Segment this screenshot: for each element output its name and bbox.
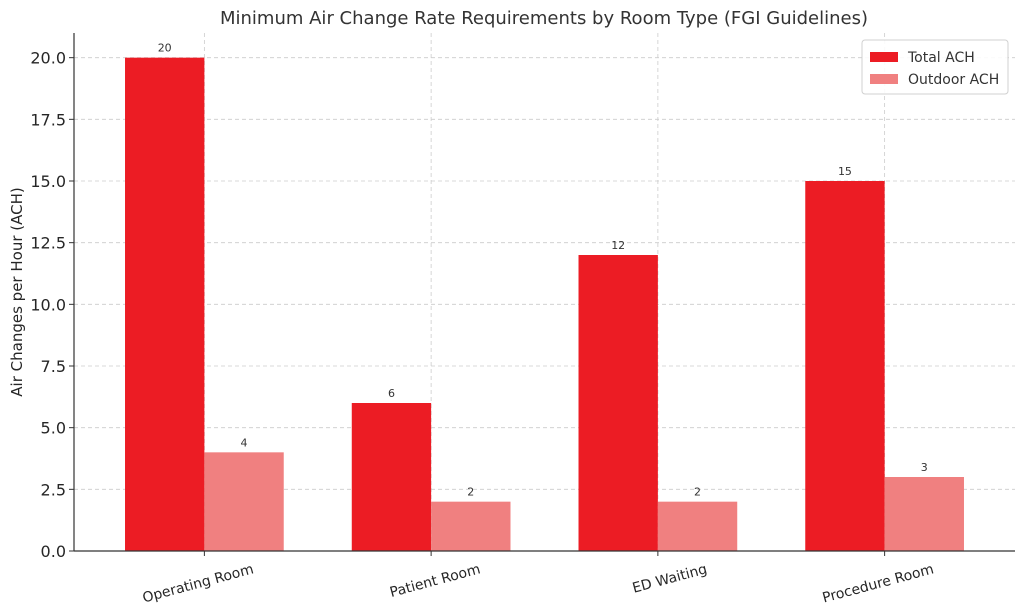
legend-swatch-outdoor bbox=[870, 74, 898, 84]
y-tick-label: 0.0 bbox=[41, 542, 66, 561]
bar-total-3 bbox=[805, 181, 885, 551]
y-tick-label: 2.5 bbox=[41, 480, 66, 499]
bars bbox=[125, 57, 964, 552]
data-label: 12 bbox=[611, 239, 625, 252]
bar-outdoor-0 bbox=[204, 452, 284, 551]
bar-outdoor-2 bbox=[657, 501, 738, 551]
data-label: 4 bbox=[241, 436, 248, 449]
y-tick-label: 7.5 bbox=[41, 357, 66, 376]
x-tick-label: ED Waiting bbox=[631, 561, 709, 596]
y-axis-title: Air Changes per Hour (ACH) bbox=[8, 187, 26, 396]
x-tick-label: Operating Room bbox=[141, 561, 256, 606]
y-tick-label: 20.0 bbox=[30, 49, 66, 68]
y-tick-label: 12.5 bbox=[30, 234, 66, 253]
data-label: 2 bbox=[467, 486, 474, 499]
chart-title: Minimum Air Change Rate Requirements by … bbox=[220, 8, 868, 29]
legend: Total ACH Outdoor ACH bbox=[861, 39, 1009, 95]
bar-total-1 bbox=[351, 403, 432, 551]
y-tick-label: 5.0 bbox=[41, 419, 66, 438]
x-tick-label: Patient Room bbox=[388, 561, 482, 601]
data-label: 2 bbox=[694, 486, 701, 499]
y-tick-label: 10.0 bbox=[30, 295, 66, 314]
legend-label-total: Total ACH bbox=[907, 50, 975, 66]
bar-total-2 bbox=[578, 255, 658, 551]
data-label: 6 bbox=[388, 387, 395, 400]
y-tick-label: 15.0 bbox=[30, 172, 66, 191]
data-label: 3 bbox=[921, 461, 928, 474]
data-label: 20 bbox=[158, 42, 172, 55]
y-tick-label: 17.5 bbox=[30, 110, 66, 129]
x-tick-label: Procedure Room bbox=[821, 561, 936, 606]
data-label: 15 bbox=[838, 165, 852, 178]
legend-swatch-total bbox=[870, 52, 898, 62]
bar-outdoor-1 bbox=[431, 501, 511, 551]
data-labels: 20 6 12 15 4 2 2 3 bbox=[158, 42, 928, 499]
legend-frame bbox=[861, 39, 1009, 95]
bar-total-0 bbox=[125, 57, 205, 552]
bar-outdoor-3 bbox=[884, 477, 964, 551]
legend-label-outdoor: Outdoor ACH bbox=[908, 72, 999, 88]
